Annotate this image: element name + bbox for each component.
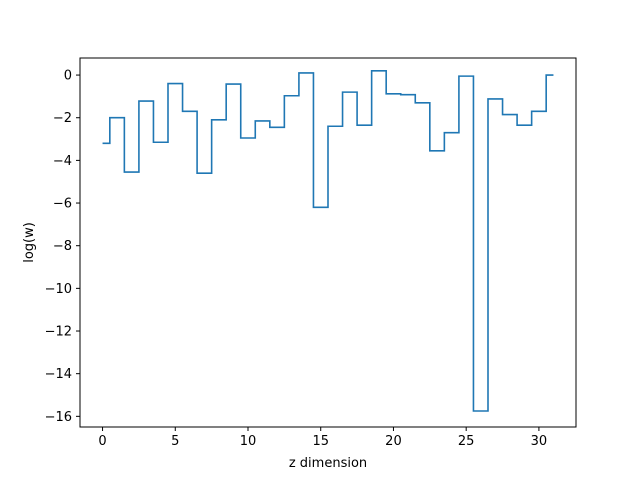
x-tick-label: 0 xyxy=(98,434,106,449)
x-tick-label: 15 xyxy=(312,434,329,449)
y-axis-ticks: 0 −2 −4 −6 −8 −10 −12 −14 −16 xyxy=(45,69,80,425)
y-tick-label: −12 xyxy=(45,325,72,340)
y-tick-label: −6 xyxy=(53,197,72,212)
plot-area xyxy=(102,70,554,412)
y-tick-label: 0 xyxy=(64,69,72,84)
x-tick-label: 20 xyxy=(385,434,402,449)
y-tick-label: −16 xyxy=(45,410,72,425)
y-tick-label: −14 xyxy=(45,367,72,382)
x-tick-label: 25 xyxy=(458,434,475,449)
x-tick-label: 30 xyxy=(531,434,548,449)
axes-frame xyxy=(79,57,577,428)
y-tick-label: −2 xyxy=(53,111,72,126)
y-tick-label: −4 xyxy=(53,154,72,169)
x-tick-label: 5 xyxy=(171,434,179,449)
x-tick-label: 10 xyxy=(240,434,257,449)
y-tick-label: −8 xyxy=(53,239,72,254)
y-axis-label: log(w) xyxy=(22,222,37,263)
y-tick-label: −10 xyxy=(45,282,72,297)
x-axis-label: z dimension xyxy=(289,456,367,471)
series-step-line xyxy=(102,70,554,412)
x-axis-ticks: 0 5 10 15 20 25 30 xyxy=(98,427,547,449)
